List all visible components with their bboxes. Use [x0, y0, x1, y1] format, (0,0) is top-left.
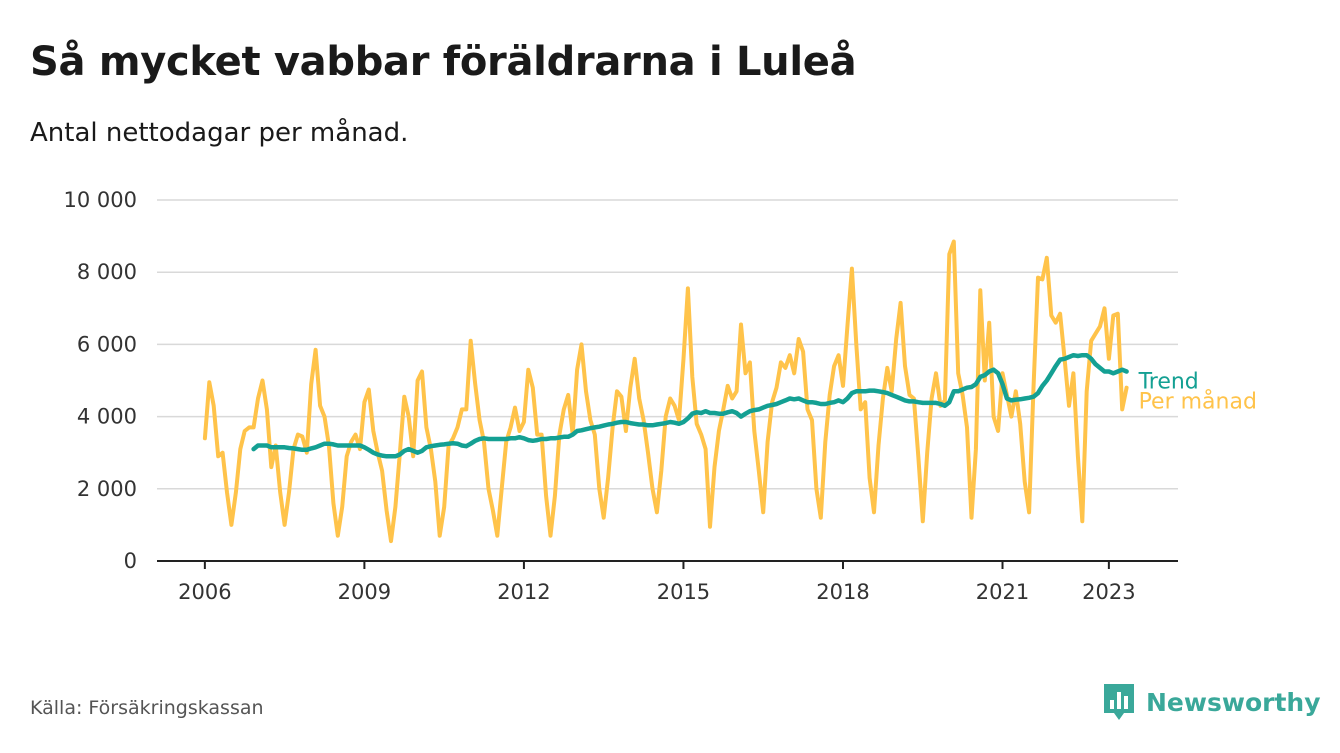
- x-tick-label: 2023: [1082, 580, 1135, 604]
- y-tick-label: 6 000: [77, 332, 137, 356]
- y-tick-label: 2 000: [77, 477, 137, 501]
- x-tick-label: 2018: [816, 580, 869, 604]
- page-subtitle: Antal nettodagar per månad.: [30, 118, 409, 148]
- x-axis: 2006 2009 2012 2015 2018 2021 2023: [157, 560, 1178, 604]
- source-note: Källa: Försäkringskassan: [30, 697, 264, 719]
- page-title: Så mycket vabbar föräldrarna i Luleå: [30, 39, 857, 85]
- x-tick-label: 2012: [497, 580, 550, 604]
- gridlines: [157, 199, 1178, 490]
- y-tick-label: 8 000: [77, 260, 137, 284]
- x-tick-label: 2006: [178, 580, 231, 604]
- y-tick-label: 10 000: [64, 188, 137, 212]
- brand-logo[interactable]: Newsworthy: [1102, 682, 1321, 722]
- x-tick-label: 2015: [657, 580, 710, 604]
- series-label-trend: Trend: [1138, 370, 1199, 395]
- y-tick-label: 0: [124, 549, 137, 573]
- bar-chart-speech-bubble-icon: [1104, 684, 1134, 720]
- x-tick-label: 2021: [976, 580, 1029, 604]
- series-line-trend: [251, 352, 1129, 459]
- series-label-per-manad: Per månad: [1139, 389, 1257, 415]
- series-line-per-manad: [202, 239, 1129, 544]
- series-lines: [202, 239, 1129, 544]
- y-tick-label: 4 000: [77, 405, 137, 429]
- y-axis-labels: 0 2 000 4 000 6 000 8 000 10 000: [64, 188, 137, 573]
- x-tick-label: 2009: [338, 580, 391, 604]
- brand-name: Newsworthy: [1146, 687, 1321, 717]
